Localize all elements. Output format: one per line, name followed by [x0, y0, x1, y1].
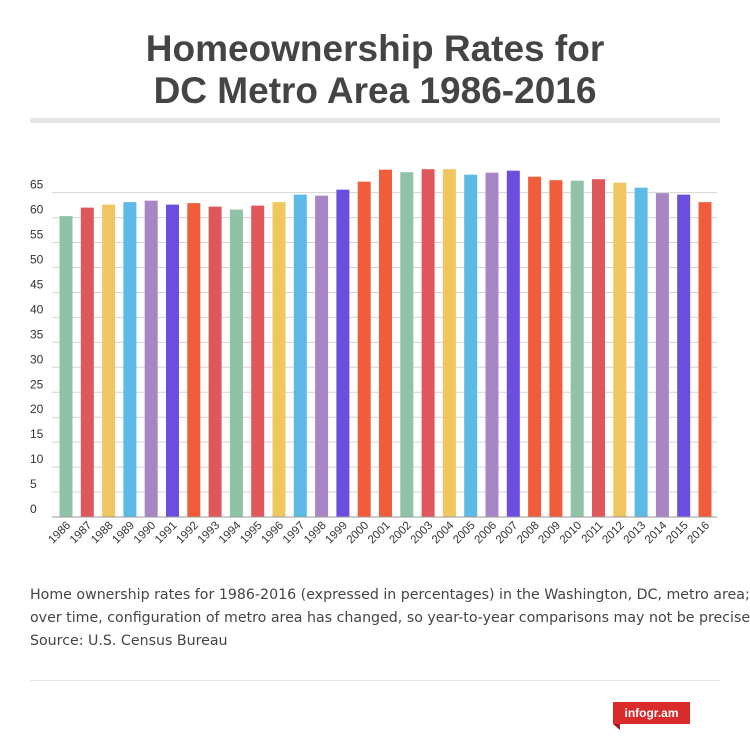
x-tick-label: 2004	[430, 519, 457, 546]
y-tick-label: 50	[30, 253, 44, 267]
logo-fold-decoration	[613, 724, 620, 730]
x-tick-label: 1986	[47, 520, 74, 547]
bar	[208, 206, 222, 517]
x-tick-label: 1992	[174, 520, 201, 547]
bar	[80, 207, 94, 517]
bar	[315, 195, 329, 518]
bar-chart: 0510152025303540455055606519861987198819…	[30, 169, 717, 547]
y-tick-label: 15	[30, 427, 44, 441]
chart-caption: Home ownership rates for 1986-2016 (expr…	[30, 584, 750, 653]
x-tick-label: 1988	[89, 520, 116, 547]
bar	[613, 182, 627, 518]
y-tick-label: 60	[30, 203, 44, 217]
bar	[485, 172, 499, 517]
x-tick-label: 1999	[323, 520, 350, 547]
caption-line-1: Home ownership rates for 1986-2016 (expr…	[30, 587, 750, 603]
bar	[229, 209, 243, 517]
y-tick-label: 25	[30, 377, 44, 391]
x-tick-label: 2007	[494, 520, 521, 547]
bar	[655, 193, 669, 518]
x-tick-label: 2012	[600, 520, 627, 547]
y-tick-label: 10	[30, 452, 44, 466]
bar	[59, 216, 73, 517]
bar	[187, 203, 201, 517]
y-tick-label: 45	[30, 277, 44, 291]
caption-source: Source: U.S. Census Bureau	[30, 633, 228, 649]
x-tick-label: 2013	[622, 520, 649, 547]
bar	[464, 174, 478, 517]
x-tick-label: 1990	[132, 520, 159, 547]
bar	[549, 180, 563, 518]
bar	[442, 169, 456, 517]
x-tick-label: 2010	[558, 520, 585, 547]
bar	[677, 194, 691, 517]
bar	[592, 179, 605, 517]
bar	[634, 187, 648, 517]
title-divider	[30, 118, 720, 123]
bar	[272, 202, 286, 518]
caption-line-2: over time, configuration of metro area h…	[30, 610, 750, 626]
y-tick-label: 5	[30, 477, 37, 491]
x-tick-label: 2016	[686, 520, 713, 547]
x-tick-label: 1996	[260, 520, 287, 547]
bar	[400, 172, 414, 518]
bar	[102, 204, 116, 517]
bar	[336, 189, 350, 517]
bar	[421, 169, 435, 517]
x-tick-label: 2015	[664, 520, 691, 547]
x-tick-label: 2003	[409, 520, 436, 547]
infogram-logo-link[interactable]: infogr.am	[613, 702, 690, 724]
x-tick-label: 1989	[110, 520, 137, 547]
x-tick-label: 2008	[515, 520, 542, 547]
y-tick-label: 40	[30, 302, 44, 316]
x-tick-label: 2009	[536, 520, 563, 547]
x-tick-label: 1995	[238, 520, 265, 547]
x-tick-label: 2005	[451, 520, 478, 547]
x-tick-label: 1998	[302, 520, 329, 547]
y-tick-label: 0	[30, 502, 37, 516]
y-tick-label: 20	[30, 402, 44, 416]
bar	[357, 181, 371, 517]
footer-divider	[30, 680, 720, 681]
y-tick-label: 30	[30, 352, 44, 366]
bar	[166, 204, 179, 517]
bar	[251, 205, 265, 517]
chart-title-line-1: Homeownership Rates for	[145, 28, 605, 69]
y-tick-label: 55	[30, 228, 44, 242]
x-tick-label: 2006	[473, 520, 500, 547]
x-tick-label: 1993	[196, 520, 223, 547]
bar	[379, 169, 392, 518]
x-tick-label: 1987	[68, 520, 95, 547]
bar	[123, 202, 137, 518]
x-tick-label: 2011	[580, 520, 606, 546]
x-tick-label: 1997	[281, 520, 308, 547]
x-tick-label: 1991	[153, 520, 180, 547]
x-tick-label: 2014	[643, 519, 670, 546]
bar	[506, 170, 520, 517]
bar	[293, 194, 307, 517]
bar	[144, 200, 158, 517]
chart-title: Homeownership Rates for DC Metro Area 19…	[0, 28, 750, 112]
x-tick-label: 2002	[387, 520, 414, 547]
bar	[528, 176, 542, 517]
x-tick-label: 2001	[366, 520, 393, 547]
x-tick-label: 1994	[217, 519, 244, 546]
bar	[698, 202, 712, 518]
x-tick-label: 2000	[345, 520, 372, 547]
chart-title-line-2: DC Metro Area 1986-2016	[153, 70, 597, 111]
y-tick-label: 65	[30, 178, 44, 192]
bar	[570, 180, 584, 517]
y-tick-label: 35	[30, 327, 44, 341]
